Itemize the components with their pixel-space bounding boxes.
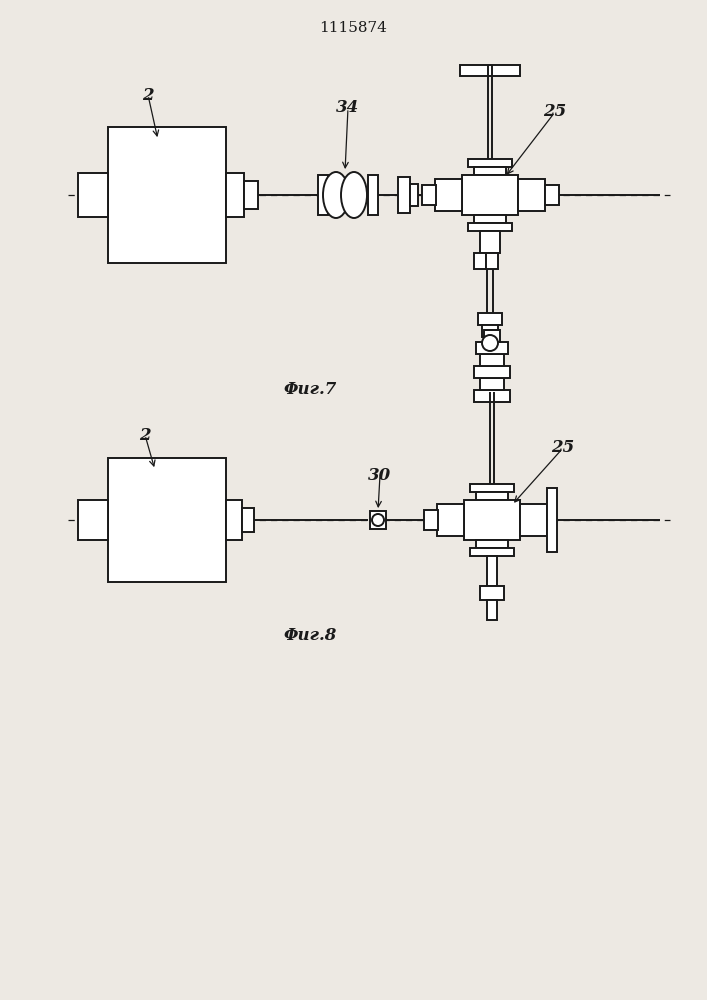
Bar xyxy=(474,366,510,378)
Bar xyxy=(474,215,506,223)
Circle shape xyxy=(482,335,498,351)
Bar xyxy=(476,540,508,548)
Bar xyxy=(468,223,512,231)
Bar xyxy=(424,510,438,530)
Bar xyxy=(484,330,500,342)
Bar xyxy=(480,586,504,600)
Bar xyxy=(460,65,520,76)
Bar xyxy=(480,378,504,390)
Bar xyxy=(226,500,242,540)
Text: 30: 30 xyxy=(368,466,392,484)
Bar xyxy=(520,504,547,536)
Ellipse shape xyxy=(323,172,349,218)
Bar xyxy=(480,354,504,366)
Bar xyxy=(474,167,506,175)
Bar xyxy=(78,173,108,217)
Bar xyxy=(464,500,520,540)
Bar xyxy=(476,492,508,500)
Bar xyxy=(410,184,418,206)
Bar xyxy=(482,325,498,337)
Bar xyxy=(226,173,244,217)
Bar xyxy=(474,390,510,402)
Bar xyxy=(242,508,254,532)
Bar xyxy=(78,500,108,540)
Bar xyxy=(244,181,258,209)
Circle shape xyxy=(372,514,384,526)
Text: 2: 2 xyxy=(139,426,151,444)
Ellipse shape xyxy=(341,172,367,218)
Bar xyxy=(318,175,328,215)
Bar xyxy=(476,342,508,354)
Bar xyxy=(437,504,464,536)
Bar xyxy=(545,185,559,205)
Bar xyxy=(108,127,226,263)
Bar xyxy=(547,488,557,552)
Text: Φиг.7: Φиг.7 xyxy=(284,381,337,398)
Bar xyxy=(468,159,512,167)
Text: 25: 25 xyxy=(551,440,575,456)
Bar xyxy=(422,185,436,205)
Text: Φиг.8: Φиг.8 xyxy=(284,626,337,644)
Bar xyxy=(462,175,518,215)
Bar xyxy=(368,175,378,215)
Bar xyxy=(486,253,498,269)
Text: 2: 2 xyxy=(142,87,154,104)
Bar xyxy=(470,484,514,492)
Text: 34: 34 xyxy=(337,100,360,116)
Bar xyxy=(480,231,500,253)
Bar xyxy=(398,177,410,213)
Bar xyxy=(370,511,386,529)
Bar xyxy=(108,458,226,582)
Bar xyxy=(487,600,497,620)
Bar xyxy=(435,179,462,211)
Bar xyxy=(470,548,514,556)
Bar xyxy=(478,313,502,325)
Bar xyxy=(518,179,545,211)
Text: 1115874: 1115874 xyxy=(319,21,387,35)
Bar xyxy=(487,556,497,586)
Bar xyxy=(474,253,486,269)
Text: 25: 25 xyxy=(544,104,566,120)
